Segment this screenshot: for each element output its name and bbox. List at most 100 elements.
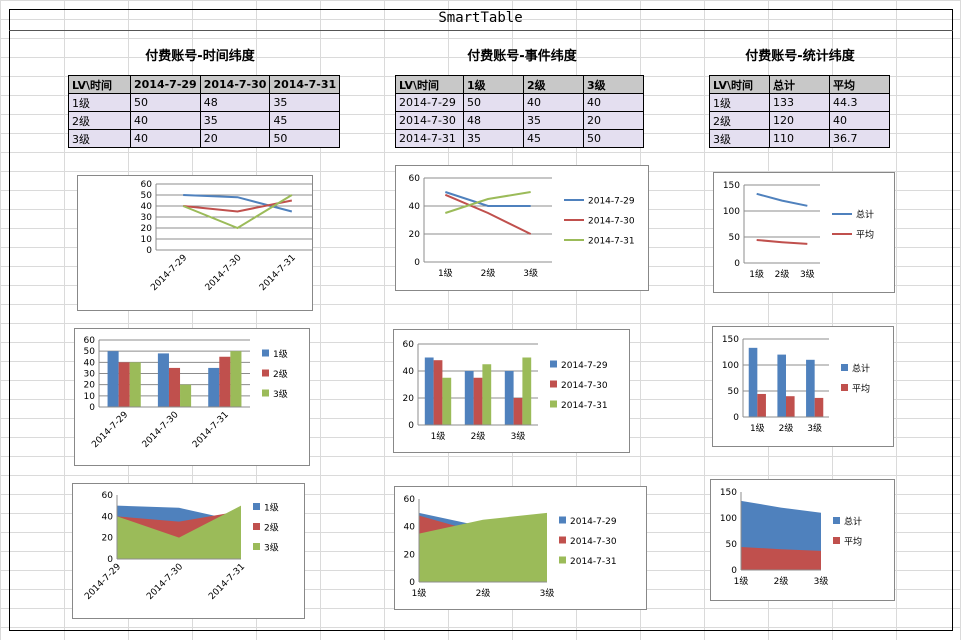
table-cell[interactable]: 40 [523,93,584,112]
chart-bar-time[interactable]: 0 10 20 30 40 50 60 2014-7-29 2014-7-30 2014-7-31… [74,328,310,466]
header-cell[interactable]: 2级 [523,75,584,94]
area-series [419,512,547,582]
header-cell[interactable]: 3级 [583,75,644,94]
y-tick-label: 0 [409,578,415,588]
line-series [444,193,532,235]
chart-line-time[interactable]: 0 10 20 30 40 50 60 2014-7-29 2014-7-30 2014-7-31… [77,175,313,311]
x-tick-label: 1级 [438,267,453,279]
table-cell[interactable]: 35 [463,129,524,148]
chart-area-time[interactable]: 0 20 40 60 2014-7-29 2014-7-30 2014-7-31 1级 2级 3级 [72,483,305,619]
x-tick-label: 2级 [476,587,491,599]
table-cell[interactable]: 50 [130,93,201,112]
legend-label: 2014-7-30 [570,537,617,547]
header-cell[interactable]: LV\时间 [68,75,131,94]
bar [442,377,452,425]
header-cell[interactable]: LV\时间 [709,75,770,94]
chart-bar-stat[interactable]: 0 50 100 150 1级 2级 3级 总计 平均 [712,326,894,447]
table-cell[interactable]: 50 [583,129,644,148]
table-header-row: LV\时间 2014-7-29 2014-7-30 2014-7-31 [68,75,341,94]
chart-line-stat[interactable]: 0 50 100 150 1级 2级 3级 总计 平均 [713,172,895,293]
chart-bar-event[interactable]: 0 20 40 60 1级 2级 3级 2014-7-29 2014-7-30 2014-7-31 [393,329,630,453]
table-cell[interactable]: 110 [769,129,830,148]
table-cell[interactable]: 40 [130,111,201,130]
bar [433,360,443,425]
x-tick-label: 3级 [807,422,822,434]
table-cell[interactable]: 44.3 [829,93,890,112]
chart-line-event[interactable]: 0 20 40 60 1级 2级 3级 2014-7-29 2014-7-30 2014-7-31 [395,165,649,291]
bar [219,356,231,407]
x-tick-label: 2级 [481,267,496,279]
x-tick-label: 1级 [431,430,446,442]
y-tick-label: 60 [141,180,153,190]
table-cell[interactable]: 133 [769,93,830,112]
table-cell[interactable]: 3级 [709,129,770,148]
table-cell[interactable]: 50 [269,129,341,148]
legend-swatch [253,503,260,510]
bar [482,364,492,425]
table-cell[interactable]: 1级 [709,93,770,112]
table-cell[interactable]: 20 [583,111,644,130]
table-cell[interactable]: 2014-7-30 [395,111,464,130]
table-cell[interactable]: 20 [199,129,271,148]
table-cell[interactable]: 40 [130,129,201,148]
table-cell[interactable]: 40 [829,111,890,130]
table-cell[interactable]: 2级 [68,111,131,130]
chart-area-stat[interactable]: 0 50 100 150 1级 2级 3级 总计 平均 [710,479,895,601]
header-cell[interactable]: 平均 [829,75,890,94]
bar [168,367,181,407]
table-cell[interactable]: 50 [463,93,524,112]
table-cell[interactable]: 35 [523,111,584,130]
bar [513,398,523,425]
legend-swatch [559,516,566,524]
table-cell[interactable]: 48 [199,93,271,112]
legend-label: 2014-7-30 [588,217,635,227]
table-cell[interactable]: 1级 [68,93,131,112]
table-row: 1级 133 44.3 [709,93,890,112]
y-tick-label: 100 [723,207,740,217]
table-time-dimension: LV\时间 2014-7-29 2014-7-30 2014-7-31 1级 5… [68,75,341,148]
table-cell[interactable]: 35 [269,93,341,112]
chart-area-event[interactable]: 0 20 40 60 1级 2级 3级 2014-7-29 2014-7-30 2014-7-31 [394,486,647,610]
y-tick-label: 0 [414,258,420,268]
legend-label: 平均 [844,536,862,548]
table-cell[interactable]: 45 [269,111,341,130]
table-cell[interactable]: 48 [463,111,524,130]
x-tick-label: 3级 [540,587,555,599]
bar [157,353,169,407]
line-series [756,192,808,207]
table-row: 2014-7-30 48 35 20 [395,111,644,130]
x-tick-label: 2级 [471,430,486,442]
table-cell[interactable]: 2级 [709,111,770,130]
x-tick-label: 3级 [800,268,815,280]
legend-label: 2级 [264,522,279,534]
y-tick-label: 0 [731,566,737,576]
table-cell[interactable]: 2014-7-29 [395,93,464,112]
table-cell[interactable]: 3级 [68,129,131,148]
legend-label: 平均 [856,229,874,241]
x-tick-label: 2014-7-31 [207,562,247,602]
y-tick-label: 60 [102,491,114,501]
header-cell[interactable]: 1级 [463,75,524,94]
y-tick-label: 50 [84,347,96,357]
y-tick-label: 40 [102,512,114,522]
table-cell[interactable]: 40 [583,93,644,112]
bar [118,362,130,407]
header-cell[interactable]: 2014-7-29 [130,75,201,94]
legend-label: 2014-7-31 [570,557,617,567]
table-cell[interactable]: 2014-7-31 [395,129,464,148]
header-cell[interactable]: 2014-7-30 [199,75,271,94]
header-cell[interactable]: LV\时间 [395,75,464,94]
y-tick-label: 0 [146,246,152,256]
header-cell[interactable]: 总计 [769,75,830,94]
x-tick-label: 2014-7-30 [141,410,181,450]
legend-label: 总计 [852,363,870,375]
table-cell[interactable]: 35 [199,111,271,130]
table-cell[interactable]: 36.7 [829,129,890,148]
header-cell[interactable]: 2014-7-31 [269,75,341,94]
legend-label: 平均 [852,383,870,395]
table-row: 3级 40 20 50 [68,129,341,148]
table-cell[interactable]: 120 [769,111,830,130]
table-cell[interactable]: 45 [523,129,584,148]
y-tick-label: 100 [720,514,737,524]
legend-label: 2014-7-29 [570,517,617,527]
